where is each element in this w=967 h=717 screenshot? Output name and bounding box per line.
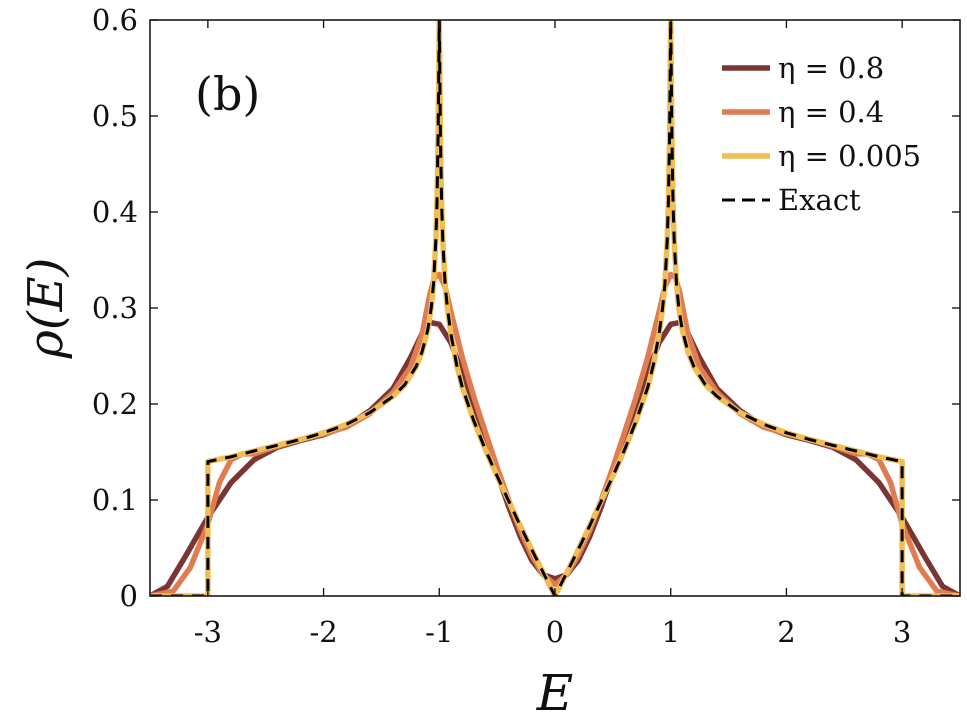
x-tick-label-0: -3 bbox=[194, 615, 222, 649]
legend-label-3: Exact bbox=[778, 183, 861, 217]
x-tick-label-1: -2 bbox=[309, 615, 337, 649]
series-layer bbox=[150, 20, 960, 596]
x-tick-label-2: -1 bbox=[425, 615, 453, 649]
x-axis-label: E bbox=[536, 664, 574, 717]
series-line-1 bbox=[150, 271, 960, 596]
x-tick-label-3: 0 bbox=[546, 615, 564, 649]
legend: η = 0.8 η = 0.4 η = 0.005 Exact bbox=[722, 51, 921, 217]
x-tick-label-5: 2 bbox=[777, 615, 795, 649]
y-tick-label-0: 0 bbox=[120, 579, 138, 613]
ticks-layer: -3 -2 -1 0 1 2 3 0 0.1 0.2 0.3 0.4 0.5 0.6 bbox=[92, 3, 960, 649]
legend-label-1: η = 0.4 bbox=[778, 95, 884, 129]
y-tick-label-2: 0.2 bbox=[92, 387, 138, 421]
x-tick-label-6: 3 bbox=[893, 615, 911, 649]
y-tick-label-5: 0.5 bbox=[92, 99, 138, 133]
y-tick-label-3: 0.3 bbox=[92, 291, 138, 325]
y-tick-label-4: 0.4 bbox=[92, 195, 138, 229]
y-axis-label: ρ(E) bbox=[18, 258, 74, 360]
y-tick-label-1: 0.1 bbox=[92, 483, 138, 517]
x-tick-label-4: 1 bbox=[661, 615, 679, 649]
series-line-3 bbox=[150, 20, 960, 596]
legend-label-2: η = 0.005 bbox=[778, 139, 921, 173]
series-line-0 bbox=[150, 319, 960, 596]
panel-label: (b) bbox=[195, 67, 260, 121]
legend-label-0: η = 0.8 bbox=[778, 51, 884, 85]
y-tick-label-6: 0.6 bbox=[92, 3, 138, 37]
